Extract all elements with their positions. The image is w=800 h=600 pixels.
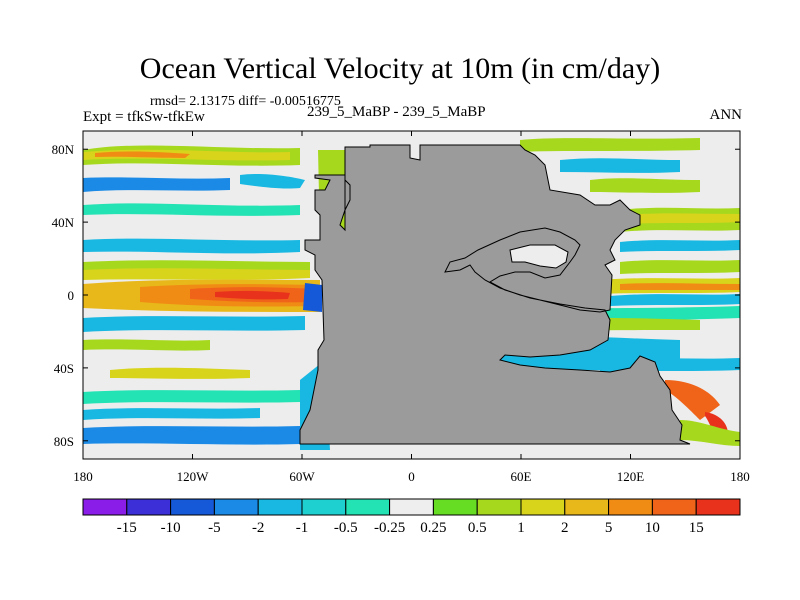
colorbar-label: 0.25 [420,520,446,536]
lon-tick-label: 0 [408,469,415,484]
velocity-band [110,367,250,379]
lon-tick-label: 120E [617,469,645,484]
colorbar: -15 -10 -5 -2 -1 -0.5 -0.25 0.25 0.5 1 2 5 10 15 [82,498,741,536]
velocity-band [620,283,740,290]
colorbar-label: 0.5 [468,520,487,536]
velocity-band [665,380,720,420]
velocity-band [95,151,190,158]
colorbar-swatch [345,498,391,516]
case-label: 239_5_MaBP - 239_5_MaBP [307,104,486,120]
velocity-band [83,390,300,404]
plot-title: Ocean Vertical Velocity at 10m (in cm/da… [139,52,661,85]
velocity-band [620,240,740,252]
lat-tick-label: 40N [52,215,75,230]
colorbar-swatch [170,498,215,516]
velocity-band [303,283,322,312]
colorbar-swatch [520,498,566,516]
inland-sea [509,244,569,269]
velocity-band [83,408,260,420]
experiment-label: Expt = tfkSw-tfkEw [83,109,205,125]
land-mass [299,144,691,445]
season-label: ANN [709,107,743,123]
colorbar-swatch [213,498,259,516]
colorbar-swatch [476,498,522,516]
colorbar-label: 5 [605,520,613,536]
colorbar-swatch [564,498,610,516]
colorbar-swatch [301,498,347,516]
lat-tick-label: 80N [52,142,75,157]
velocity-band [215,290,290,300]
colorbar-label: 1 [517,520,525,536]
velocity-band [83,268,310,280]
velocity-band [83,426,300,445]
latitude-axis: 80N 40N 0 40S 80S [52,142,740,449]
colorbar-swatch [126,498,172,516]
colorbar-swatch [389,498,434,516]
lon-tick-label: 180 [73,469,93,484]
velocity-band [590,178,700,193]
velocity-band [83,316,305,332]
velocity-band [625,213,740,224]
longitude-axis: 180 120W 60W 0 60E 120E 180 [73,131,750,484]
colorbar-label: 15 [689,520,704,536]
velocity-band [610,294,740,306]
colorbar-swatch [651,498,697,516]
colorbar-label: 2 [561,520,569,536]
lat-tick-label: 0 [68,288,75,303]
colorbar-label: -10 [161,520,181,536]
colorbar-swatch [432,498,478,516]
velocity-band [620,260,740,274]
velocity-band [83,339,210,351]
colorbar-label: -0.25 [374,520,405,536]
colorbar-swatch [608,498,653,516]
colorbar-label: -2 [252,520,265,536]
lon-tick-label: 60W [289,469,315,484]
colorbar-swatch [82,498,128,516]
velocity-band [83,238,300,254]
colorbar-label: -15 [117,520,137,536]
velocity-band [240,173,305,189]
lat-tick-label: 80S [54,434,74,449]
colorbar-label: -5 [208,520,221,536]
stats-text: rmsd= 2.13175 diff= -0.00516775 [150,94,341,109]
lat-tick-label: 40S [54,361,74,376]
colorbar-label: -0.5 [334,520,358,536]
velocity-band [560,158,680,173]
lon-tick-label: 120W [177,469,210,484]
velocity-band [680,420,740,446]
colorbar-label: 10 [645,520,660,536]
colorbar-label: -1 [296,520,309,536]
velocity-band [520,138,700,152]
colorbar-swatch [257,498,303,516]
velocity-field [83,138,740,450]
map-area [83,131,740,459]
colorbar-swatch [695,498,741,516]
velocity-band [83,177,230,192]
lon-tick-label: 180 [730,469,750,484]
velocity-band [83,203,300,216]
lon-tick-label: 60E [511,469,532,484]
